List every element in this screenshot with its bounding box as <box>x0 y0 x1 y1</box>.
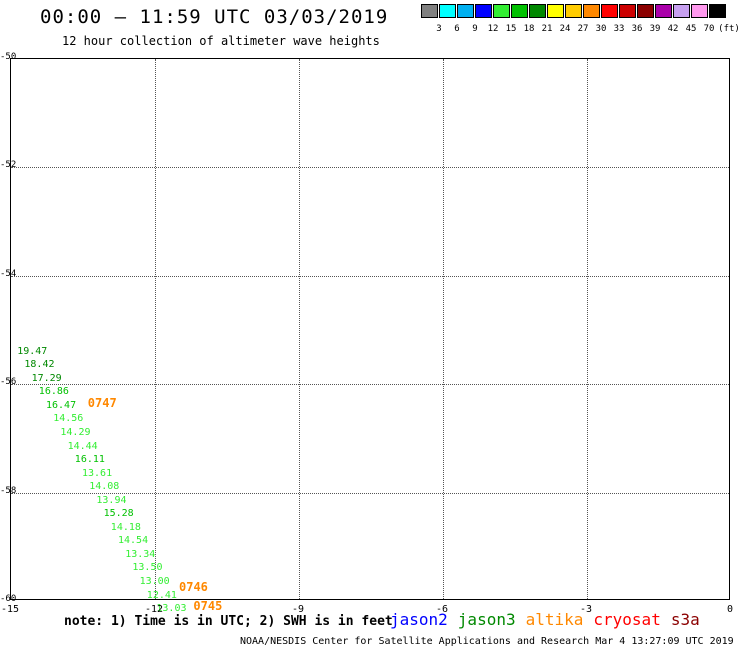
color-scale-label: 9 <box>472 24 478 34</box>
color-scale-label: 3 <box>436 24 442 34</box>
color-scale-label: 39 <box>649 24 661 34</box>
color-scale-label: 24 <box>559 24 571 34</box>
map-plot-area: 19.47 18.42 17.29 16.86 16.47 14.56 14.29 14.44… <box>10 58 730 614</box>
color-swatch <box>565 4 582 18</box>
lon-tick-label: -12 <box>144 604 164 615</box>
legend-item: cryosat <box>593 610 661 629</box>
color-swatch <box>655 4 672 18</box>
wave-height-label: 13.61 <box>82 467 113 479</box>
wave-height-label: 17.29 <box>31 372 62 384</box>
color-swatch <box>673 4 690 18</box>
wave-height-label: 16.11 <box>74 454 105 466</box>
lat-tick-label: -56 <box>0 377 17 388</box>
color-swatch <box>691 4 708 18</box>
color-scale-label: 70 <box>703 24 715 34</box>
wave-height-label: 16.86 <box>38 386 69 398</box>
wave-height-label: 12.41 <box>146 589 177 601</box>
color-scale-label: 42 <box>667 24 679 34</box>
color-swatch <box>511 4 528 18</box>
chart-title: 00:00 – 11:59 UTC 03/03/2019 <box>40 6 389 28</box>
legend-item: jason3 <box>457 610 516 629</box>
lon-tick-label: -3 <box>579 604 593 615</box>
gridline-vertical <box>155 59 156 599</box>
color-swatch <box>475 4 492 18</box>
wave-height-label: 13.03 <box>156 603 187 615</box>
lon-tick-label: -9 <box>291 604 305 615</box>
gridline-horizontal <box>11 492 729 494</box>
color-swatch <box>601 4 618 18</box>
wave-height-label: 19.47 <box>17 345 48 357</box>
color-scale-swatches <box>421 4 727 18</box>
satellite-legend: jason2 jason3 altika cryosat s3a <box>390 610 710 629</box>
wave-height-label: 14.18 <box>110 521 141 533</box>
color-scale-label: 18 <box>523 24 535 34</box>
gridline-horizontal <box>11 167 729 169</box>
wave-height-label: 16.47 <box>46 399 77 411</box>
legend-item: s3a <box>670 610 700 629</box>
lat-tick-label: -54 <box>0 268 17 279</box>
lat-tick-label: -50 <box>0 52 17 62</box>
wave-height-label: 14.44 <box>67 440 98 452</box>
color-scale-label: 15 <box>505 24 517 34</box>
color-swatch <box>421 4 438 18</box>
wave-height-label: 14.08 <box>89 481 120 493</box>
note-text: note: 1) Time is in UTC; 2) SWH is in fe… <box>64 614 393 629</box>
color-scale-label: 36 <box>631 24 643 34</box>
color-swatch <box>457 4 474 18</box>
color-scale-label: 27 <box>577 24 589 34</box>
pass-time-label: 0745 <box>193 599 223 614</box>
wave-height-label: 13.00 <box>139 576 170 588</box>
color-scale-label: 30 <box>595 24 607 34</box>
wave-height-label: 15.28 <box>103 508 134 520</box>
pass-time-label: 0746 <box>179 580 208 595</box>
gridline-horizontal <box>11 275 729 277</box>
lon-tick-label: -6 <box>435 604 449 615</box>
pass-time-label: 0747 <box>87 396 117 411</box>
lat-tick-label: -60 <box>0 594 17 604</box>
color-swatch <box>547 4 564 18</box>
gridline-vertical <box>587 59 588 599</box>
color-swatch <box>439 4 456 18</box>
color-scale: 3 6 9 12 15 18 21 24 27 30 33 36 39 42 45 70 (ft) <box>421 4 740 34</box>
color-swatch <box>529 4 546 18</box>
gridline-vertical <box>443 59 444 599</box>
gridline-vertical <box>299 59 300 599</box>
legend-item: altika <box>525 610 584 629</box>
wave-height-label: 14.54 <box>118 535 149 547</box>
wave-height-label: 13.50 <box>132 562 163 574</box>
color-scale-label: 45 <box>685 24 697 34</box>
color-swatch <box>619 4 636 18</box>
lon-tick-label: 0 <box>726 604 734 615</box>
wave-height-label: 13.94 <box>96 494 127 506</box>
wave-height-label: 13.34 <box>125 548 156 560</box>
color-scale-label: 33 <box>613 24 625 34</box>
color-swatch <box>493 4 510 18</box>
wave-height-label: 18.42 <box>24 359 55 371</box>
color-swatch <box>709 4 726 18</box>
credit-line: NOAA/NESDIS Center for Satellite Applica… <box>240 636 734 647</box>
legend-item: jason2 <box>390 610 448 629</box>
color-scale-label: 21 <box>541 24 553 34</box>
lat-tick-label: -58 <box>0 485 17 496</box>
color-scale-label: 6 <box>454 24 460 34</box>
color-swatch <box>637 4 654 18</box>
color-swatch <box>583 4 600 18</box>
color-scale-label: 12 <box>487 24 499 34</box>
wave-height-label: 14.56 <box>53 413 84 425</box>
chart-subtitle: 12 hour collection of altimeter wave hei… <box>62 34 380 48</box>
lon-tick-label: -15 <box>0 604 20 615</box>
color-scale-labels: 3 6 9 12 15 18 21 24 27 30 33 36 39 42 45 70 (ft) <box>421 24 740 36</box>
wave-height-label: 14.29 <box>60 426 91 438</box>
lat-tick-label: -52 <box>0 160 17 171</box>
gridline-horizontal <box>11 384 729 386</box>
color-scale-unit: (ft) <box>718 24 740 34</box>
